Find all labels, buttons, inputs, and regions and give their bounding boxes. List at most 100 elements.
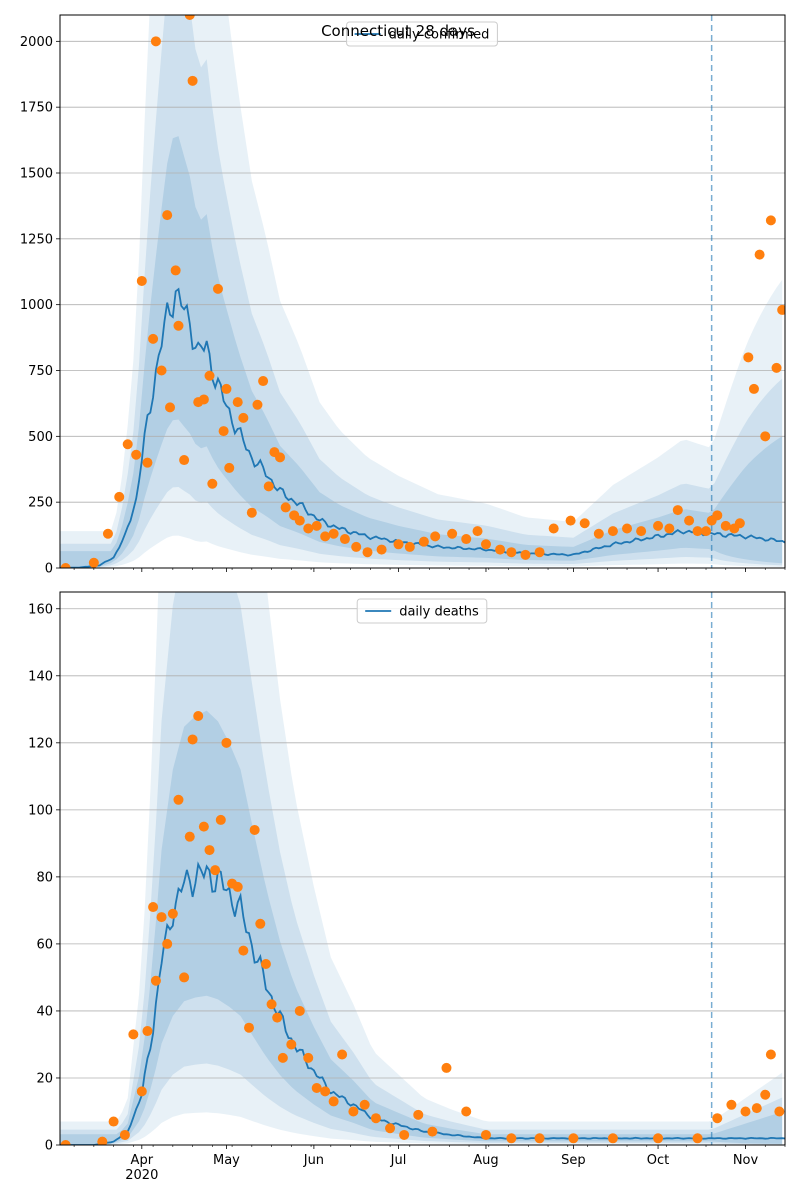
observed-point	[754, 249, 765, 260]
observed-point	[238, 412, 249, 423]
observed-point	[712, 510, 723, 521]
x-tick-label: Aug	[473, 1153, 498, 1168]
observed-point	[461, 534, 472, 545]
observed-point	[740, 1106, 751, 1117]
observed-point	[232, 397, 243, 408]
observed-point	[653, 520, 664, 531]
y-tick-label: 1000	[20, 298, 53, 313]
confirmed-uncertainty-bands	[60, 15, 783, 568]
observed-point	[430, 531, 441, 542]
observed-point	[413, 1109, 424, 1120]
deaths-legend-label: daily deaths	[399, 605, 479, 620]
observed-point	[252, 399, 263, 410]
observed-point	[771, 362, 782, 373]
y-tick-label: 500	[28, 430, 53, 445]
observed-point	[232, 881, 243, 892]
observed-point	[221, 737, 232, 748]
observed-point	[622, 523, 633, 534]
observed-point	[320, 1086, 331, 1097]
observed-point	[224, 462, 235, 473]
y-tick-label: 20	[36, 1071, 53, 1086]
observed-point	[548, 523, 559, 534]
confirmed-legend-label: daily confirmed	[389, 28, 490, 43]
observed-point	[328, 528, 339, 539]
observed-point	[607, 526, 618, 537]
observed-point	[286, 1039, 297, 1050]
observed-point	[88, 557, 99, 568]
observed-point	[311, 520, 322, 531]
observed-point	[427, 1126, 438, 1137]
observed-point	[108, 1116, 119, 1127]
observed-point	[249, 824, 260, 835]
observed-point	[173, 320, 184, 331]
observed-point	[114, 491, 125, 502]
observed-point	[461, 1106, 472, 1117]
observed-point	[272, 1012, 283, 1023]
x-tick-label: 2020	[125, 1168, 158, 1183]
observed-point	[534, 1133, 545, 1144]
observed-point	[198, 821, 209, 832]
observed-point	[60, 563, 71, 568]
uncertainty-band-3	[60, 136, 783, 568]
y-tick-label: 1500	[20, 167, 53, 182]
observed-point	[142, 457, 153, 468]
deaths-axes-frame	[59, 591, 786, 1146]
y-tick-label: 140	[28, 669, 53, 684]
observed-point	[495, 544, 506, 555]
observed-point	[193, 711, 204, 722]
observed-point	[351, 541, 362, 552]
observed-point	[480, 1129, 491, 1140]
observed-point	[506, 547, 517, 558]
observed-point	[734, 518, 745, 529]
observed-point	[720, 520, 731, 531]
confirmed-x-axis	[73, 568, 786, 572]
observed-point	[672, 505, 683, 516]
confirmed-observed-points	[60, 15, 785, 568]
confirmed-legend-box	[346, 21, 498, 47]
observed-point	[136, 1086, 147, 1097]
x-tick-label: Oct	[647, 1153, 669, 1168]
observed-point	[97, 1136, 108, 1145]
observed-point	[399, 1129, 410, 1140]
observed-point	[607, 1133, 618, 1144]
confirmed-legend: daily confirmed	[346, 21, 498, 47]
deaths-y-axis: 0 20 40 60 80 100 120 140 160	[28, 602, 60, 1154]
observed-point	[751, 1103, 762, 1114]
observed-point	[748, 383, 759, 394]
observed-point	[370, 1113, 381, 1124]
uncertainty-band-3	[60, 710, 783, 1145]
observed-point	[198, 394, 209, 405]
deaths-observed-points	[60, 711, 785, 1145]
observed-point	[167, 908, 178, 919]
observed-point	[184, 15, 195, 20]
x-tick-label: Sep	[561, 1153, 586, 1168]
observed-point	[765, 215, 776, 226]
observed-point	[275, 452, 286, 463]
observed-point	[162, 938, 173, 949]
observed-point	[565, 515, 576, 526]
deaths-uncertainty-bands	[60, 592, 783, 1145]
observed-point	[148, 333, 159, 344]
median-line	[60, 861, 785, 1145]
x-tick-label: Apr	[131, 1153, 154, 1168]
uncertainty-band-2	[60, 592, 783, 1145]
deaths-median-line	[60, 861, 785, 1145]
observed-point	[777, 304, 785, 315]
observed-point	[204, 370, 215, 381]
x-tick-label: Jun	[303, 1153, 324, 1168]
observed-point	[362, 547, 373, 558]
observed-point	[102, 528, 113, 539]
observed-point	[148, 902, 159, 913]
observed-point	[156, 365, 167, 376]
observed-point	[294, 515, 305, 526]
observed-point	[480, 539, 491, 550]
observed-point	[520, 549, 531, 560]
observed-point	[263, 481, 274, 492]
observed-point	[684, 515, 695, 526]
observed-point	[701, 526, 712, 537]
observed-point	[150, 36, 161, 47]
observed-point	[179, 455, 190, 466]
observed-point	[418, 536, 429, 547]
observed-point	[328, 1096, 339, 1107]
